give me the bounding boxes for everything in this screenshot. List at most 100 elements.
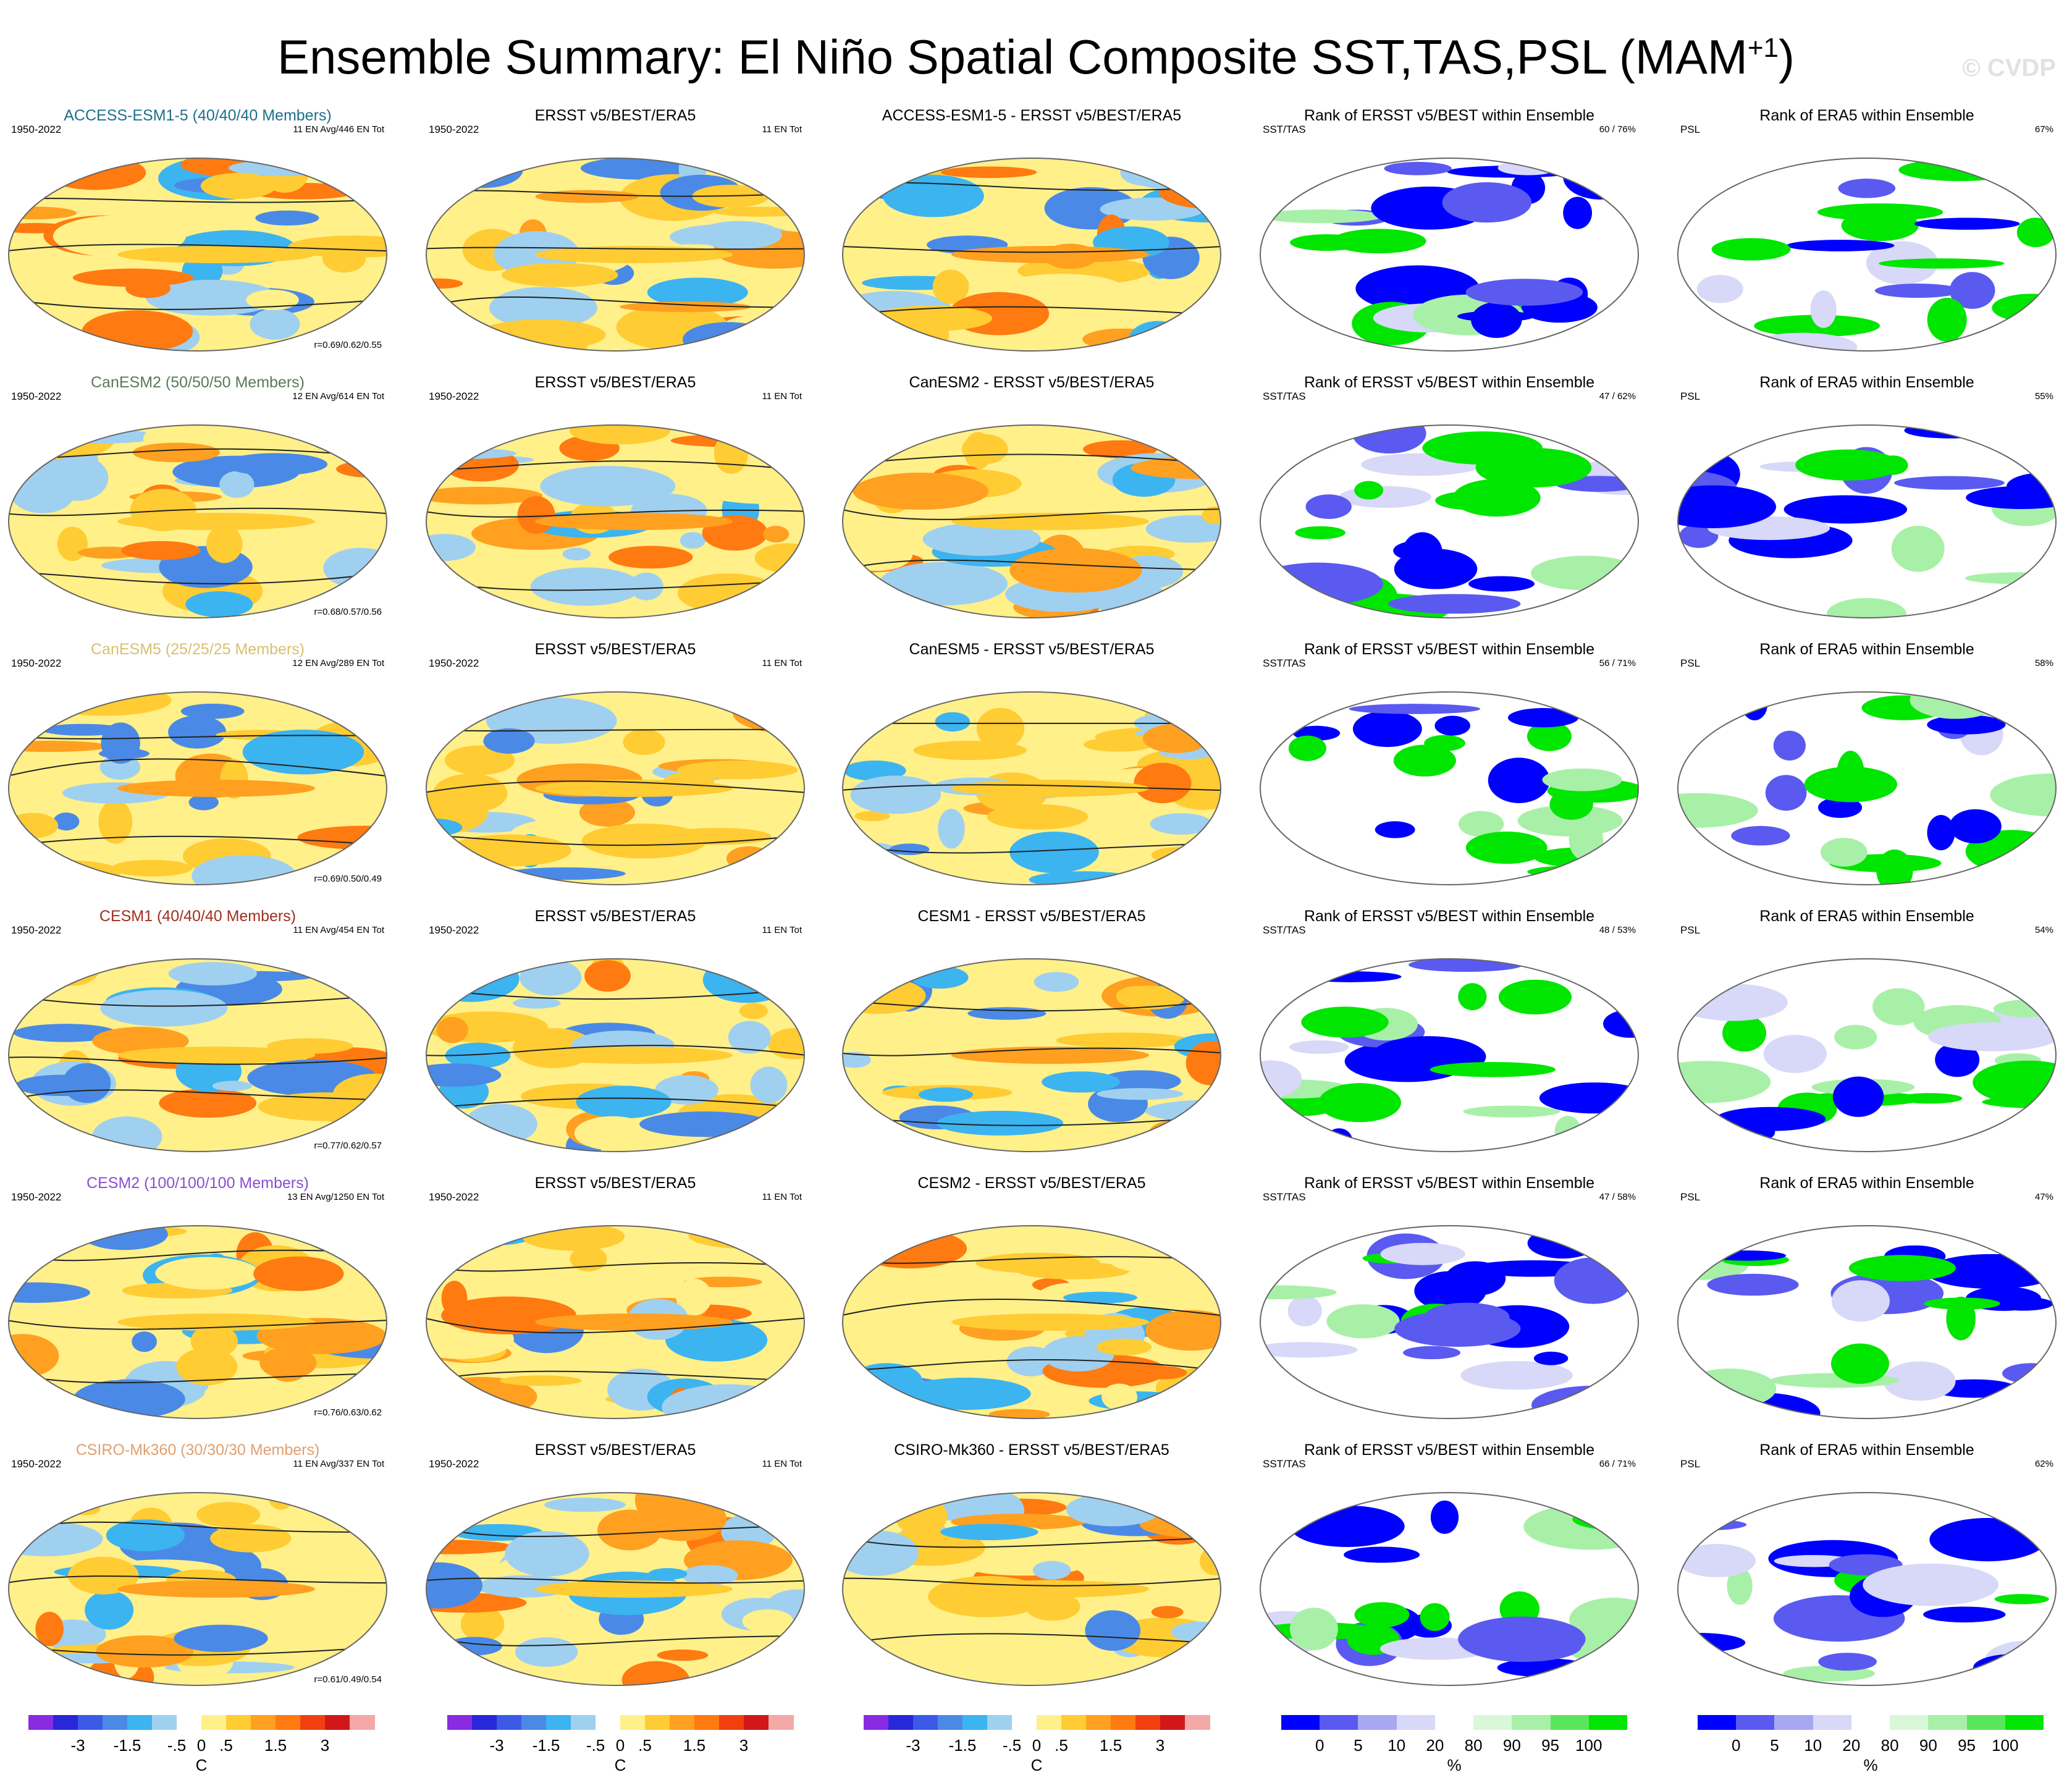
- map-anomaly-blob: [522, 1226, 625, 1251]
- map-anomaly-blob: [1678, 321, 1721, 351]
- panel-r1-c3: ACCESS-ESM1-5 - ERSST v5/BEST/ERA5: [840, 106, 1223, 372]
- psl-contour-line: [9, 507, 387, 516]
- psl-contour-line: [426, 1370, 804, 1382]
- psl-contour-line: [843, 1577, 1221, 1587]
- map-anomaly-blob: [1034, 972, 1079, 992]
- map-anomaly-blob: [742, 1609, 794, 1633]
- panel-r5-c5: Rank of ERA5 within Ensemble PSL 47%: [1675, 1174, 2058, 1439]
- map-globe-outline: [8, 958, 387, 1152]
- map-anomaly-blob: [1765, 775, 1807, 811]
- map-anomaly-blob: [1260, 1342, 1358, 1358]
- colorbar-swatch: [1588, 1715, 1628, 1730]
- map-anomaly-blob: [204, 1384, 256, 1402]
- panel-r5-c3: CESM2 - ERSST v5/BEST/ERA5: [840, 1174, 1223, 1439]
- colorbar-tick-label: -.5: [167, 1736, 187, 1755]
- panel-title: ERSST v5/BEST/ERA5: [534, 908, 696, 925]
- panel-title: ERSST v5/BEST/ERA5: [534, 1174, 696, 1192]
- panel-rank-percent: 48 / 53%: [1599, 925, 1636, 935]
- map-anomaly-blob: [677, 573, 778, 613]
- psl-contour-line: [426, 1525, 804, 1537]
- panel-years: 1950-2022: [429, 1458, 479, 1470]
- map-anomaly-blob: [441, 1296, 577, 1334]
- colorbar-unit: C: [614, 1756, 626, 1774]
- map-anomaly-blob: [1527, 721, 1572, 751]
- psl-contour-line: [426, 1045, 804, 1056]
- colorbar-swatch: [472, 1715, 497, 1730]
- panel-rank-percent: 66 / 71%: [1599, 1459, 1636, 1469]
- map-anomaly-blob: [1150, 813, 1213, 835]
- colorbar-tick-label: 100: [1992, 1736, 2019, 1755]
- map-anomaly-blob: [1681, 450, 1712, 465]
- map-anomaly-blob: [192, 855, 297, 885]
- panel-variables: PSL: [1680, 124, 1701, 135]
- map-anomaly-blob: [630, 572, 663, 601]
- map-anomaly-blob: [1349, 704, 1481, 714]
- map-anomaly-blob: [426, 1540, 513, 1554]
- rank-map: [1260, 424, 1639, 618]
- map-anomaly-blob: [1288, 735, 1326, 761]
- map-anomaly-blob: [1388, 594, 1521, 614]
- colorbar-swatch: [1111, 1715, 1136, 1730]
- colorbar-swatch: [864, 1715, 889, 1730]
- map-anomaly-blob: [843, 959, 915, 972]
- map-anomaly-blob: [913, 741, 1027, 761]
- psl-contour-line: [843, 508, 1221, 520]
- map-anomaly-blob: [1549, 788, 1593, 820]
- panel-title: Rank of ERSST v5/BEST within Ensemble: [1303, 641, 1595, 658]
- map-anomaly-blob: [901, 1377, 1031, 1410]
- equatorial-band: [117, 513, 315, 530]
- map-globe-outline: [1260, 158, 1639, 352]
- map-anomaly-blob: [1134, 762, 1192, 804]
- rank-map: [1677, 691, 2057, 885]
- map-anomaly-blob: [41, 723, 125, 736]
- map-anomaly-blob: [206, 525, 243, 563]
- map-anomaly-blob: [1876, 849, 1913, 885]
- map-anomaly-blob: [574, 1116, 651, 1150]
- colorbar-swatch: [888, 1715, 914, 1730]
- colorbar-tick-label: 80: [1880, 1736, 1899, 1755]
- map-anomaly-blob: [854, 811, 890, 822]
- panel-rank-percent: 67%: [2034, 124, 2053, 135]
- panel-variables: SST/TAS: [1263, 1191, 1306, 1203]
- panel-title: ERSST v5/BEST/ERA5: [534, 107, 696, 124]
- map-anomaly-blob: [1874, 283, 1961, 298]
- map-globe-outline: [1677, 424, 2057, 618]
- map-anomaly-blob: [132, 442, 221, 463]
- psl-contour-line: [9, 758, 387, 777]
- map-anomaly-blob: [1339, 486, 1431, 508]
- map-anomaly-blob: [1305, 494, 1352, 519]
- map-anomaly-blob: [1578, 1662, 1611, 1685]
- map-globe-outline: [1677, 158, 2057, 352]
- panel-variables: PSL: [1680, 390, 1701, 402]
- map-anomaly-blob: [505, 1531, 589, 1577]
- map-anomaly-blob: [1457, 311, 1535, 322]
- map-anomaly-blob: [1380, 1242, 1465, 1265]
- map-anomaly-blob: [1678, 1061, 1771, 1103]
- rank-map: [1677, 158, 2057, 352]
- equatorial-band: [951, 246, 1149, 263]
- map-anomaly-blob: [1992, 591, 2056, 616]
- map-anomaly-blob: [1678, 1544, 1756, 1577]
- map-globe-outline: [842, 1492, 1221, 1686]
- colorbar-swatch: [1851, 1715, 1890, 1730]
- map-anomaly-blob: [1424, 1302, 1510, 1332]
- map-anomaly-blob: [1818, 797, 1863, 818]
- map-anomaly-blob: [1375, 821, 1415, 838]
- equatorial-band: [951, 780, 1149, 797]
- panel-years: 1950-2022: [11, 657, 62, 669]
- map-anomaly-blob: [517, 496, 555, 534]
- panel-rank-percent: 62%: [2034, 1459, 2053, 1469]
- panel-pattern-correlation: r=0.69/0.50/0.49: [314, 874, 382, 884]
- map-anomaly-blob: [1025, 1592, 1080, 1621]
- psl-contour-line: [426, 1577, 804, 1584]
- map-anomaly-blob: [1763, 1035, 1827, 1073]
- map-anomaly-blob: [53, 215, 186, 258]
- colorbar-swatch: [670, 1715, 695, 1730]
- map-anomaly-blob: [999, 274, 1124, 304]
- panel-r1-c2: ERSST v5/BEST/ERA5 1950-2022 11 EN Tot: [424, 106, 807, 372]
- panel-event-count: 12 EN Avg/614 EN Tot: [292, 391, 384, 402]
- colorbar-swatch: [177, 1715, 202, 1730]
- map-anomaly-blob: [665, 1318, 768, 1362]
- map-anomaly-blob: [176, 1347, 238, 1386]
- map-globe-outline: [426, 1492, 805, 1686]
